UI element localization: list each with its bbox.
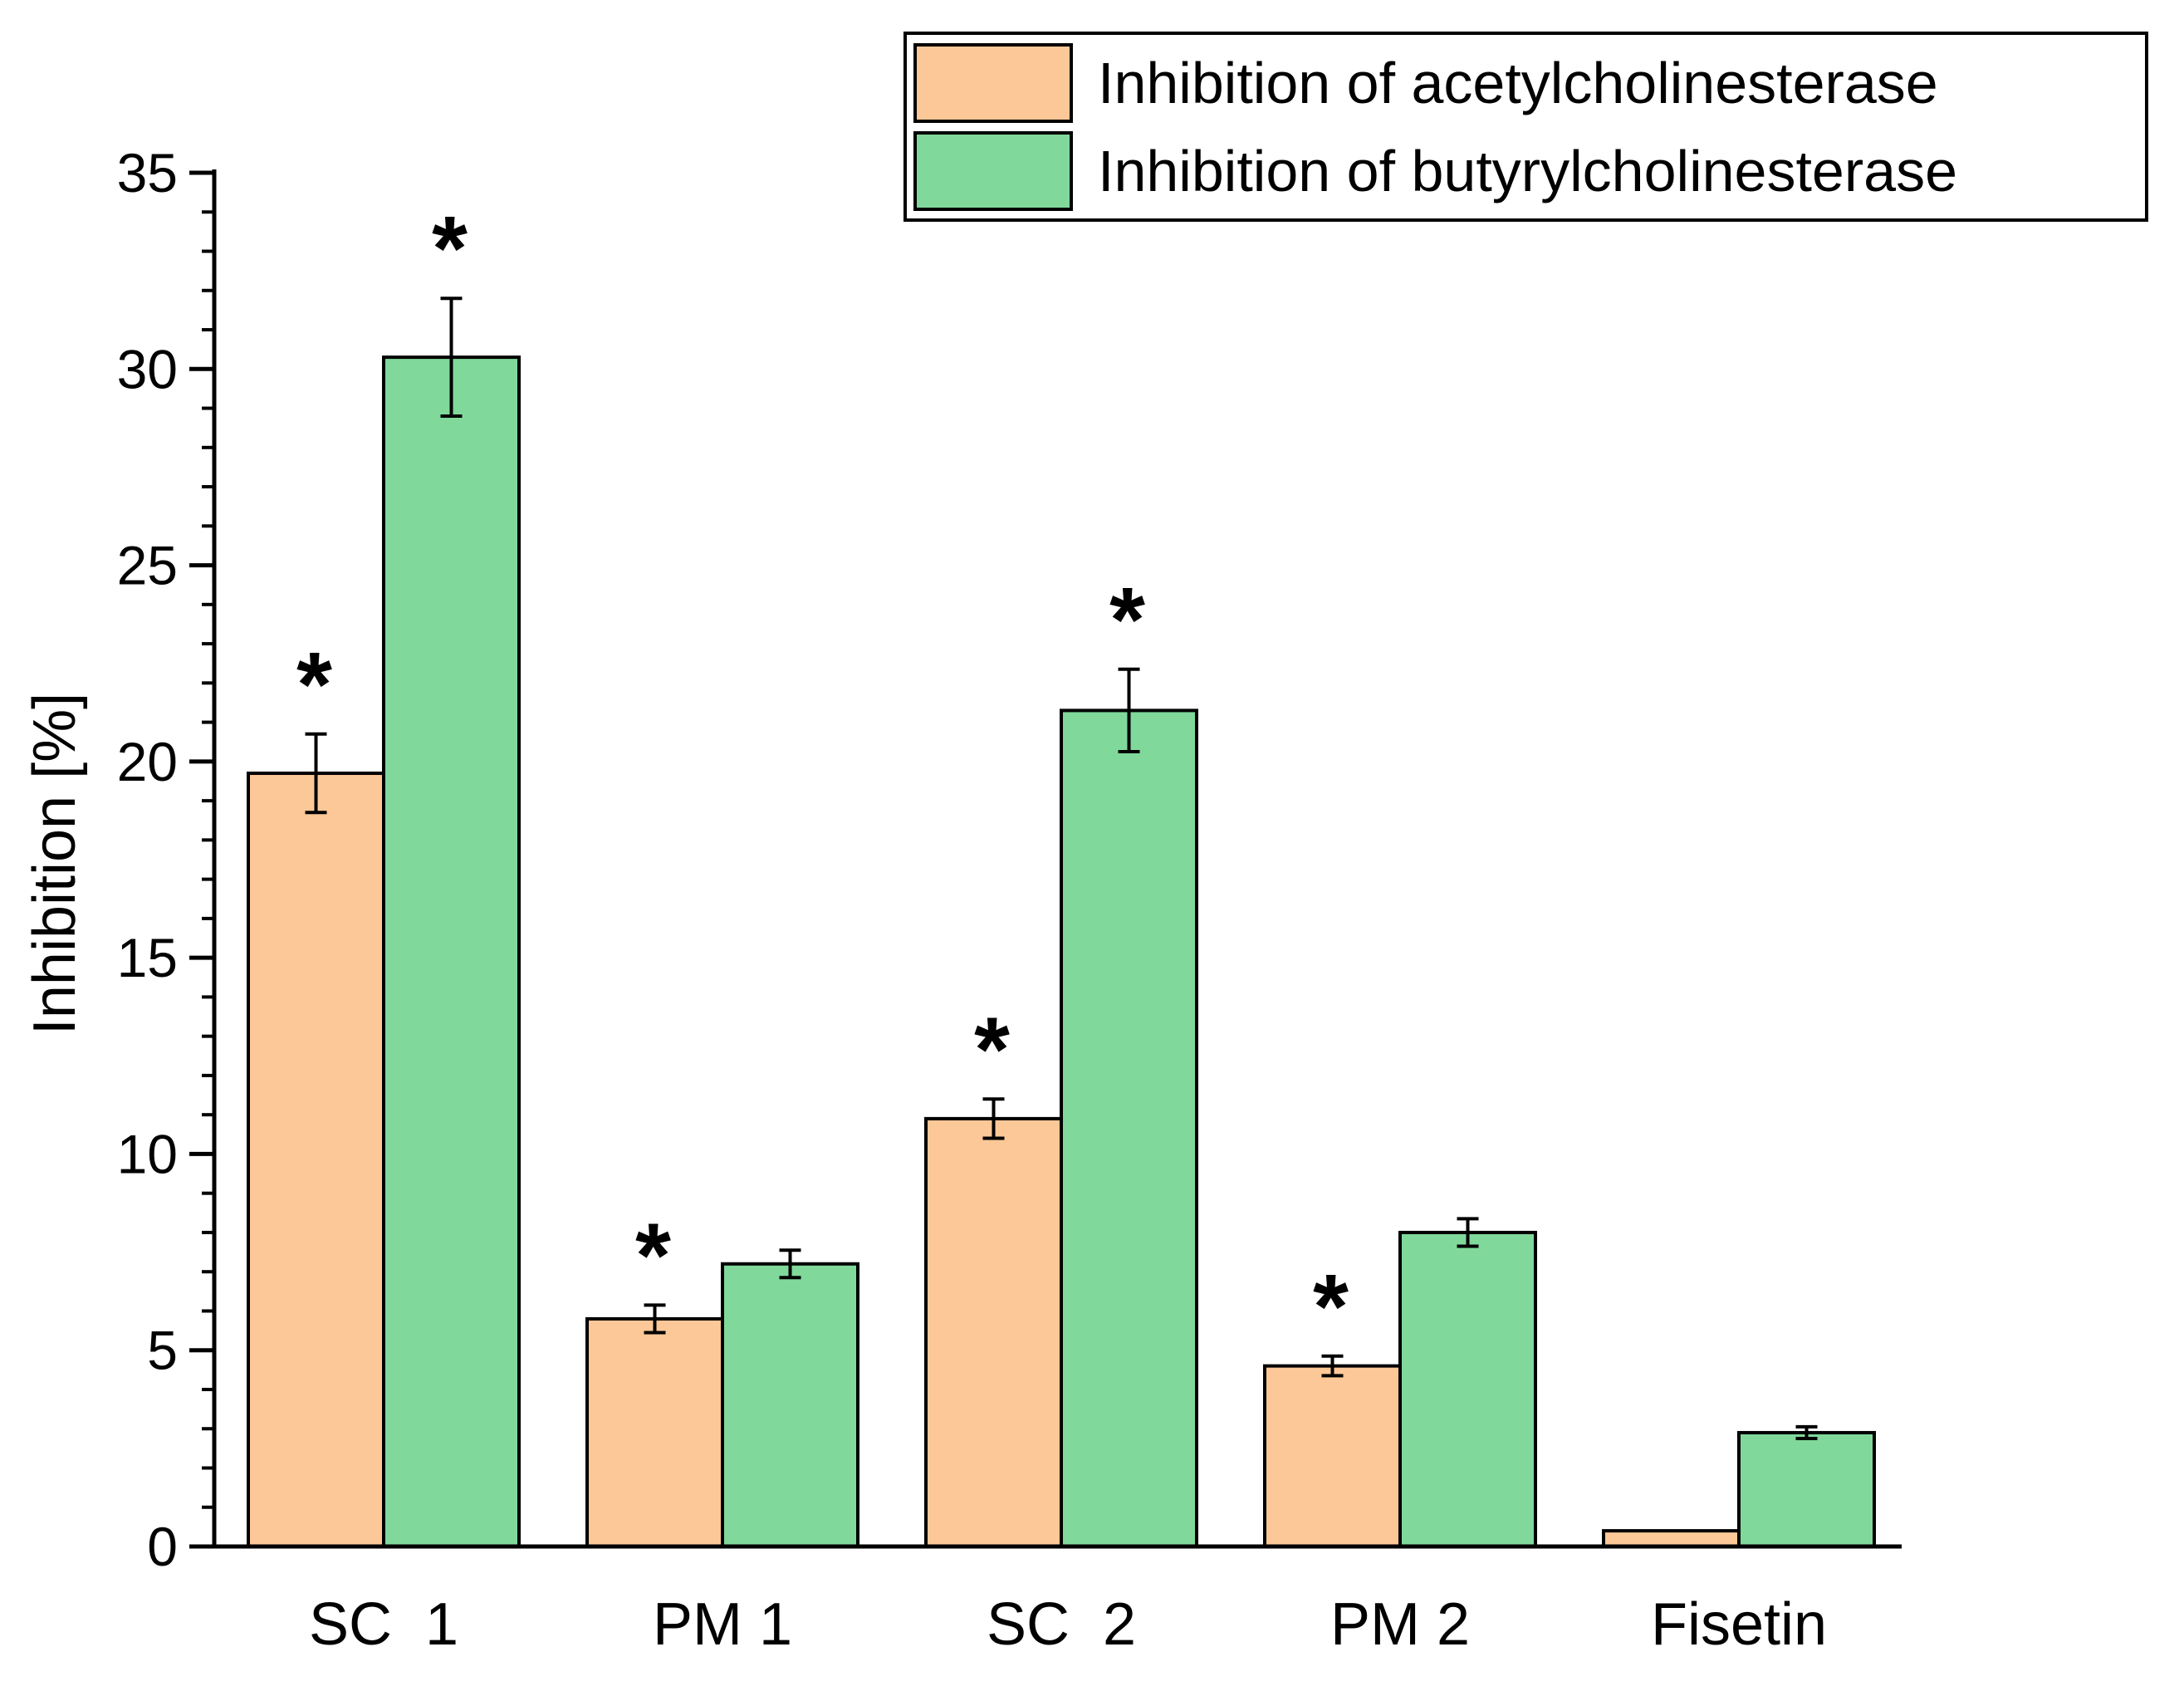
significance-star: * [296,634,332,736]
x-category-label: PM 1 [653,1591,792,1658]
legend-swatch-acetylcholinesterase [913,43,1073,123]
y-tick-label: 35 [117,142,178,203]
y-axis: 0 5 10 15 20 25 30 35 [117,142,217,1577]
y-tick-label: 30 [117,338,178,399]
bar-butyrylcholinesterase-4 [1398,1230,1537,1548]
y-axis-title: Inhibition [%] [22,693,88,1035]
bar-acetylcholinesterase-1 [247,772,385,1548]
x-category-label: PM 2 [1330,1591,1470,1658]
significance-star: * [1313,1256,1349,1358]
error-bars [305,297,1818,1441]
legend: Inhibition of acetylcholinesterase Inhibi… [903,32,2148,222]
y-tick-label: 25 [117,535,178,596]
significance-star: * [432,198,468,300]
bar-butyrylcholinesterase-1 [382,355,521,1549]
bar-butyrylcholinesterase-5 [1737,1430,1876,1549]
legend-label-acetylcholinesterase: Inhibition of acetylcholinesterase [1098,51,1938,115]
x-category-label: Fisetin [1651,1591,1827,1658]
x-axis: SC 1 PM 1 SC 2 PM 2 Fisetin [214,1544,1902,1658]
legend-label-butyrylcholinesterase: Inhibition of butyrylcholinesterase [1098,139,1957,203]
legend-box [903,32,2148,222]
y-tick-label: 5 [147,1320,178,1381]
significance-markers: * * * * * * [296,198,1349,1358]
bar-acetylcholinesterase-2 [585,1316,724,1548]
x-category-label: SC 2 [987,1591,1136,1658]
x-category-label: SC 1 [309,1591,458,1658]
y-tick-label: 15 [117,927,178,988]
bar-butyrylcholinesterase-3 [1060,708,1198,1548]
bar-acetylcholinesterase-3 [924,1116,1063,1548]
y-tick-label: 20 [117,731,178,792]
significance-star: * [1109,569,1145,671]
bar-butyrylcholinesterase-2 [721,1262,859,1548]
significance-star: * [635,1204,671,1306]
significance-star: * [974,998,1010,1100]
bar-acetylcholinesterase-4 [1263,1364,1402,1549]
bar-acetylcholinesterase-5 [1602,1529,1741,1549]
y-tick-label: 10 [117,1123,178,1184]
bars [247,355,1876,1549]
legend-swatch-butyrylcholinesterase [913,131,1073,211]
y-tick-label: 0 [147,1516,178,1577]
